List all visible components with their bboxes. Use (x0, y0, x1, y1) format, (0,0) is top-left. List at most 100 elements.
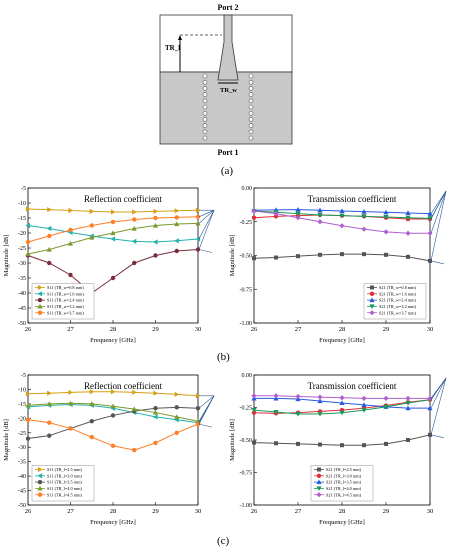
data-point (295, 211, 301, 217)
data-point (361, 226, 367, 232)
data-point (427, 211, 433, 216)
data-point (89, 434, 94, 440)
via-hole (248, 73, 254, 79)
data-point (110, 230, 116, 236)
data-point (37, 291, 43, 297)
data-point (47, 420, 52, 425)
tr-w-label: TR_w (220, 87, 237, 94)
data-point (317, 219, 323, 225)
x-tick-label: 28 (110, 508, 117, 515)
data-point (316, 486, 322, 491)
legend-label: S21 (TR_l=4.5 mm) (326, 492, 362, 497)
x-axis-label: Frequency [GHz] (90, 519, 136, 526)
data-point (37, 310, 43, 315)
legend-label: S21 (TR_w=3.7 mm) (379, 310, 416, 315)
annotation-arrows (198, 395, 215, 428)
data-point (89, 208, 95, 214)
legend-label: S11 (TR_w=3.2 mm) (47, 304, 84, 309)
data-point (37, 473, 43, 479)
series-s11-tr-w-3-2-mm- (25, 220, 201, 257)
legend-label: S21 (TR_l=3.0 mm) (326, 473, 362, 478)
data-point (67, 400, 74, 406)
y-tick-label: -0.25 (240, 406, 253, 412)
data-point (361, 408, 367, 413)
annotation-line (198, 249, 213, 253)
data-point (361, 402, 367, 407)
data-point (383, 404, 389, 410)
y-tick-label: -40 (18, 474, 26, 480)
data-point (153, 208, 159, 214)
data-point (131, 238, 137, 244)
y-tick-label: -35 (18, 276, 26, 282)
data-point (369, 310, 375, 316)
series-s21-tr-l-4-5-mm- (251, 393, 433, 401)
tr-l-arrowhead (178, 35, 182, 40)
data-point (132, 447, 137, 453)
legend-label: S21 (TR_l=2.5 mm) (326, 467, 362, 472)
legend-label: S11 (TR_l=3.5 mm) (47, 480, 82, 485)
via-hole (202, 117, 208, 122)
data-point (295, 207, 301, 212)
series-s21-tr-w-3-7-mm- (251, 208, 433, 236)
substrate-region (159, 71, 293, 145)
transition-diagram: Port 2 TR_l TR_w Port 1 (a) (159, 3, 293, 177)
data-point (195, 236, 201, 242)
data-point (68, 207, 74, 214)
y-tick-label: -0.75 (240, 471, 253, 477)
y-tick-label: -5 (21, 186, 26, 192)
figure-label-c: (c) (217, 535, 230, 547)
data-point (25, 402, 31, 408)
chart-title: Transmission coefficient (308, 194, 397, 204)
y-tick-label: 0.00 (242, 373, 253, 379)
via-hole (248, 79, 254, 85)
data-point (25, 222, 31, 229)
data-point (384, 252, 388, 257)
x-tick-label: 27 (67, 326, 74, 333)
y-tick-label: -0.25 (240, 220, 253, 226)
via-hole (202, 123, 208, 128)
data-point (428, 258, 432, 263)
data-point (25, 391, 31, 397)
data-point (68, 272, 73, 278)
legend-label: S21 (TR_w=0.8 mm) (379, 285, 416, 290)
y-tick-label: -35 (18, 460, 26, 466)
data-point (110, 403, 116, 409)
data-point (174, 248, 179, 254)
data-point (132, 209, 137, 215)
x-tick-label: 27 (67, 508, 74, 515)
data-point (110, 236, 116, 242)
legend-label: S11 (TR_l=4.5 mm) (47, 492, 82, 497)
data-point (362, 443, 366, 448)
data-point (110, 219, 116, 225)
data-point (174, 238, 179, 244)
series-s21-tr-l-2-5-mm- (252, 432, 432, 448)
annotation-line (198, 395, 215, 425)
x-tick-label: 26 (251, 508, 258, 515)
data-point (153, 440, 158, 446)
data-point (37, 485, 43, 491)
data-point (339, 410, 345, 416)
data-point (316, 492, 322, 498)
data-point (89, 401, 95, 406)
data-point (252, 256, 256, 261)
y-tick-label: -1.00 (240, 321, 253, 327)
data-point (46, 401, 52, 406)
data-point (131, 225, 137, 231)
data-point (195, 214, 201, 219)
series-s11-tr-l-4-0-mm- (25, 400, 201, 424)
data-point (383, 214, 389, 220)
data-point (251, 393, 257, 399)
via-hole (248, 110, 254, 116)
y-tick-label: -10 (18, 201, 26, 207)
legend-label: S11 (TR_w=0.8 mm) (47, 285, 84, 290)
data-point (195, 220, 201, 226)
data-point (316, 473, 322, 478)
port2-label: Port 2 (217, 3, 238, 12)
data-point (362, 252, 366, 257)
y-axis-label: Magnitude [dB] (229, 235, 236, 277)
annotation-line (430, 190, 447, 234)
data-point (68, 389, 74, 395)
data-point (89, 389, 95, 395)
x-tick-label: 30 (427, 326, 434, 333)
annotation-line (430, 260, 445, 265)
